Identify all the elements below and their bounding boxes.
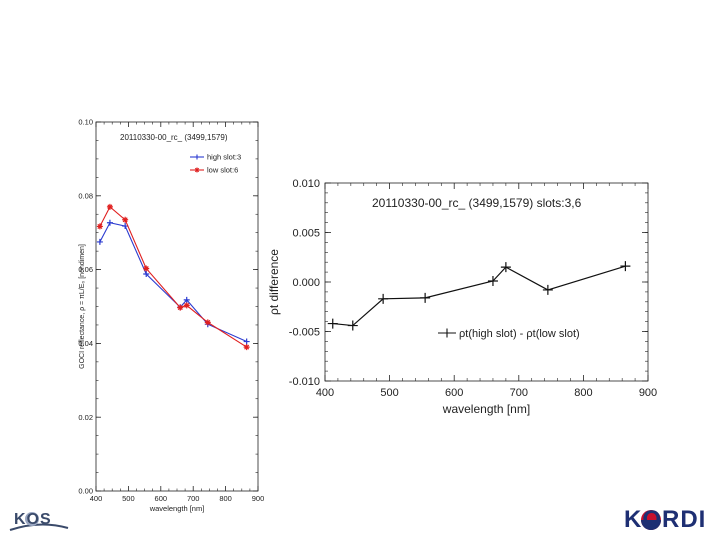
legend-marker xyxy=(194,154,200,160)
data-point xyxy=(500,262,511,273)
y-tick-label: 0.010 xyxy=(292,178,320,190)
data-point xyxy=(347,320,358,331)
data-point xyxy=(487,276,498,287)
x-tick-label: 800 xyxy=(574,387,592,399)
kos-logo-ring xyxy=(25,512,39,526)
x-axis-label: wavelength [nm] xyxy=(149,504,205,513)
data-point xyxy=(143,265,150,272)
chart-title: 20110330-00_rc_ (3499,1579) slots:3,6 xyxy=(372,196,582,210)
data-point xyxy=(106,219,113,226)
chart-title: 20110330-00_rc_ (3499,1579) xyxy=(120,133,228,142)
data-point xyxy=(177,304,184,311)
x-tick-label: 800 xyxy=(219,494,232,503)
kordi-logo-emblem-lower xyxy=(641,520,661,530)
chart-1: 400 500 600 700 800 900 0.00 0.02 0.04 0.06 0.08 0.… xyxy=(78,118,264,513)
x-tick-label: 900 xyxy=(639,387,657,399)
x-tick-label: 600 xyxy=(155,494,168,503)
y-tick-label: -0.005 xyxy=(289,326,320,338)
x-tick-label: 700 xyxy=(510,387,528,399)
legend-marker xyxy=(194,167,200,173)
data-point xyxy=(183,296,190,303)
legend-label: ρt(high slot) - ρt(low slot) xyxy=(459,328,580,340)
x-tick-label: 600 xyxy=(445,387,463,399)
kos-logo-text: KOS xyxy=(14,511,52,528)
x-axis-label: wavelength [nm] xyxy=(442,402,530,416)
y-tick-label: 0.10 xyxy=(78,118,93,127)
data-point xyxy=(106,203,113,210)
data-point xyxy=(620,261,631,272)
data-point xyxy=(122,216,129,223)
series-line-1 xyxy=(99,222,247,343)
y-tick-label: 0.04 xyxy=(78,339,93,348)
y-tick-label: -0.010 xyxy=(289,376,320,388)
data-point xyxy=(122,223,129,230)
series-line-2 xyxy=(99,206,247,348)
y-tick-label: 0.005 xyxy=(292,227,320,239)
data-point xyxy=(204,319,211,326)
x-tick-label: 500 xyxy=(380,387,398,399)
data-point xyxy=(183,302,190,309)
kordi-logo-text: KORDI xyxy=(624,506,707,533)
data-point xyxy=(420,292,431,303)
data-point xyxy=(378,293,389,304)
data-point xyxy=(243,344,250,351)
chart-2: 400 500 600 700 800 900 0.010 0.005 0.000 -0.005 -… xyxy=(267,178,657,416)
data-point xyxy=(542,284,553,295)
legend-label: high slot:3 xyxy=(207,153,241,162)
legend-label: low slot:6 xyxy=(207,166,238,175)
plot-frame xyxy=(95,121,259,492)
y-axis-label: ρt difference xyxy=(267,249,281,315)
y-tick-label: 0.02 xyxy=(78,413,93,422)
data-point xyxy=(143,271,150,278)
x-tick-label: 900 xyxy=(252,494,265,503)
data-point xyxy=(96,223,103,230)
data-point xyxy=(243,338,250,345)
y-axis-label: GOCI reflectance, ρ = πL/E₀ [nondimen] xyxy=(79,244,86,369)
kos-logo-swoosh xyxy=(9,523,69,531)
y-tick-label: 0.08 xyxy=(78,191,93,200)
data-point xyxy=(96,238,103,245)
x-tick-label: 400 xyxy=(316,387,334,399)
y-tick-label: 0.00 xyxy=(78,487,93,496)
data-point xyxy=(327,318,338,329)
x-tick-label: 400 xyxy=(90,494,103,503)
legend-marker xyxy=(442,328,452,338)
x-tick-label: 500 xyxy=(122,494,135,503)
y-tick-label: 0.06 xyxy=(78,265,93,274)
series-line-1 xyxy=(332,265,626,327)
x-tick-label: 700 xyxy=(187,494,200,503)
y-tick-label: 0.000 xyxy=(292,277,320,289)
